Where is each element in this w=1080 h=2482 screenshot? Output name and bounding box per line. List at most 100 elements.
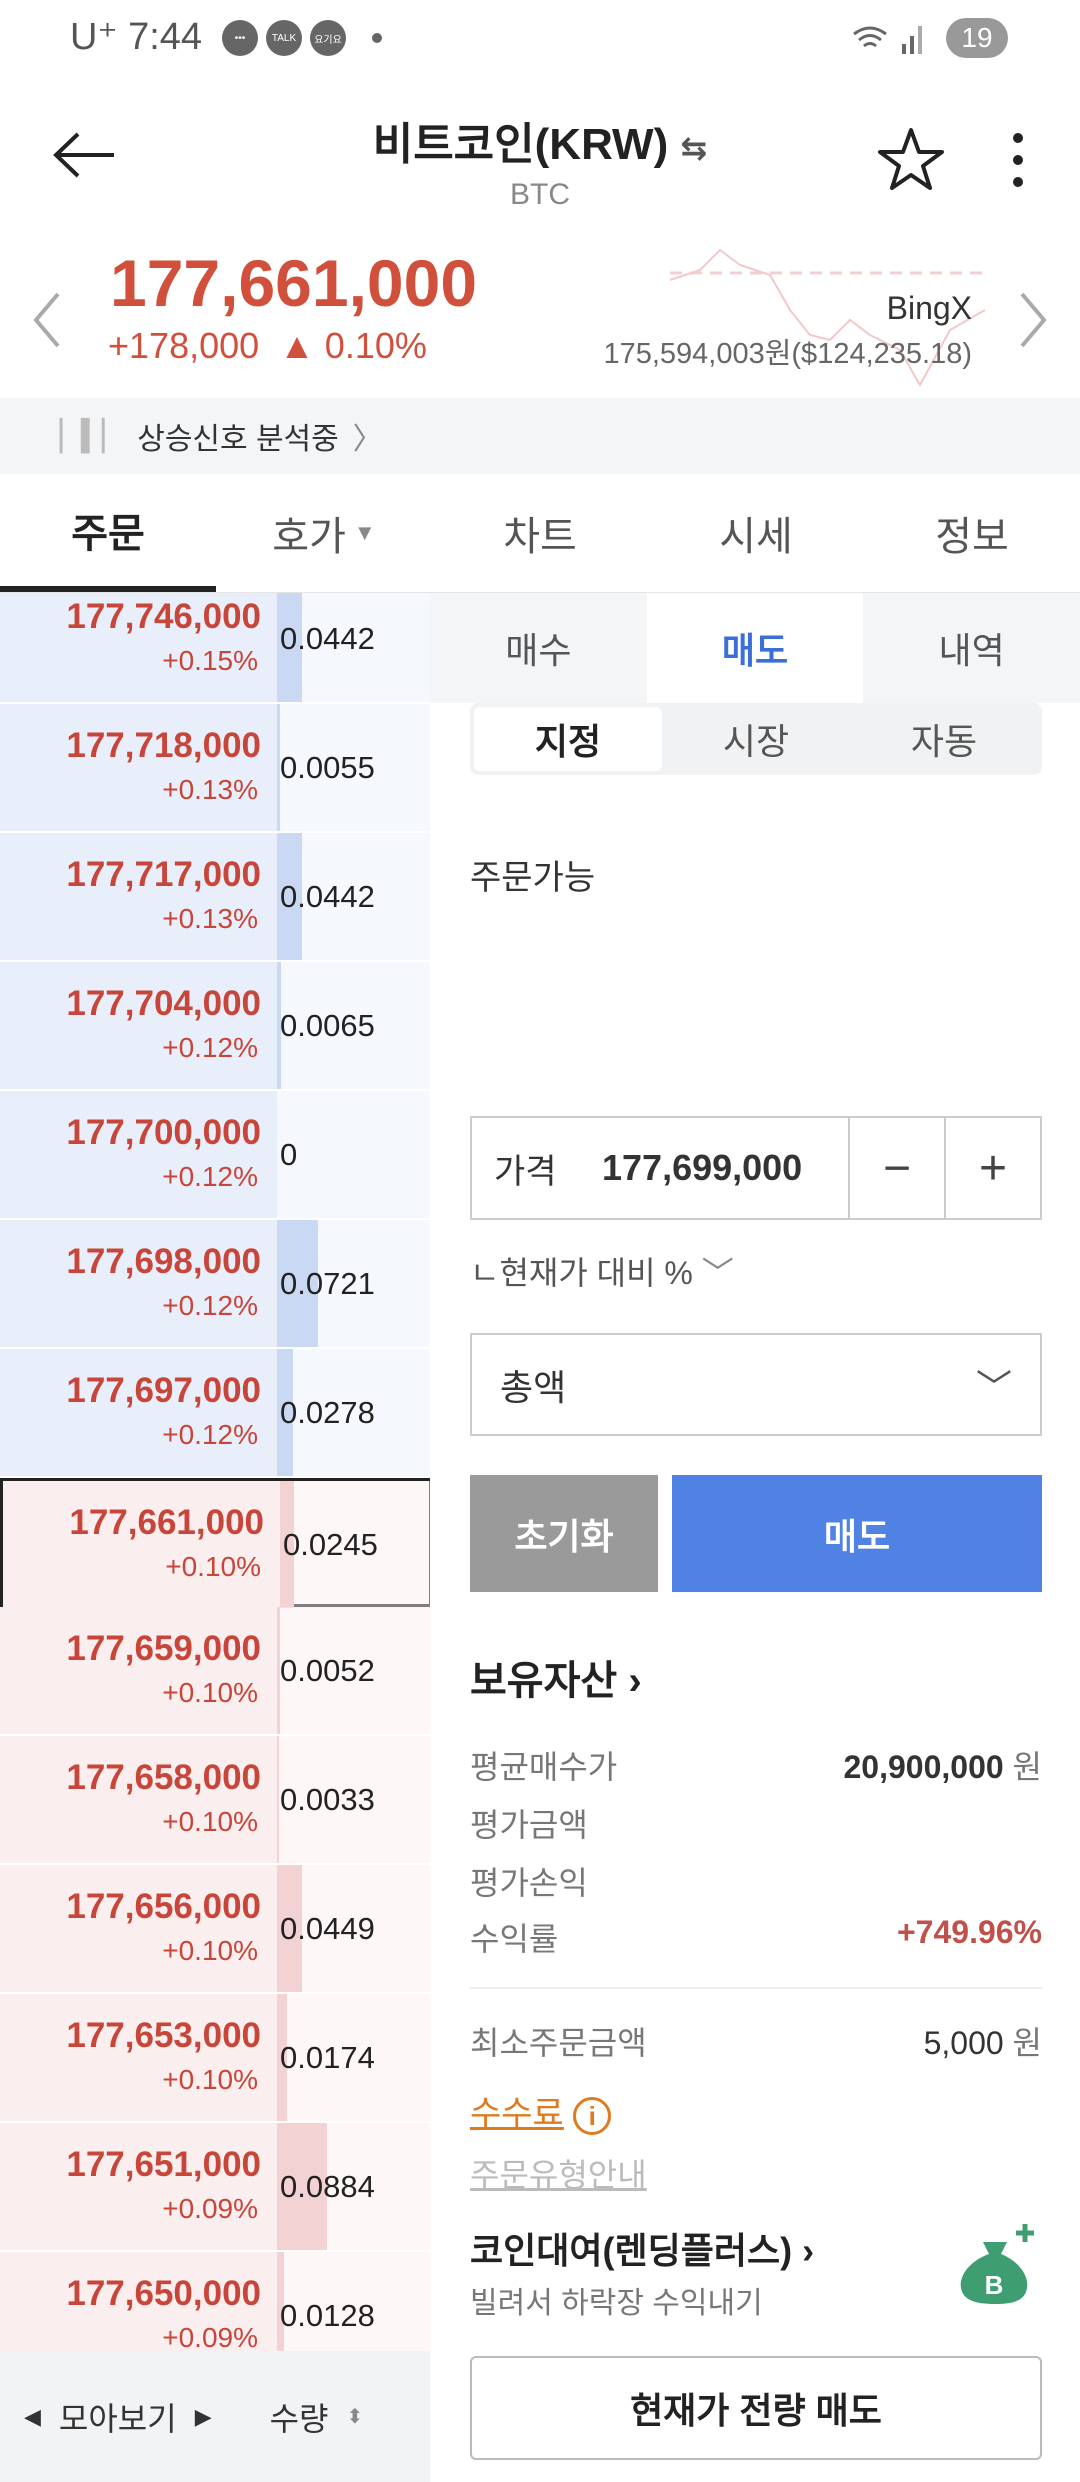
- chevron-right-icon: ›: [802, 2230, 815, 2271]
- holdings-link[interactable]: 보유자산 ›: [470, 1659, 642, 1703]
- row-qty: 0.0442: [280, 879, 375, 914]
- lending-link[interactable]: 코인대여(렌딩플러스) ›: [470, 2230, 815, 2271]
- back-arrow-icon[interactable]: [50, 130, 120, 180]
- price-increase-button[interactable]: +: [944, 1118, 1040, 1218]
- qty-cell: [277, 1994, 430, 2121]
- battery-indicator: 19: [946, 18, 1008, 58]
- qty-bar: [277, 962, 281, 1089]
- orderbook-row[interactable]: 177,697,000 +0.12% 0.0278: [0, 1349, 430, 1478]
- group-view-label[interactable]: 모아보기: [58, 2400, 177, 2437]
- price-cell: [0, 962, 277, 1089]
- tab-orderbook[interactable]: 호가 ▼: [272, 515, 376, 559]
- order-type-guide-link[interactable]: 주문유형안내: [470, 2157, 647, 2193]
- orderbook-row[interactable]: 177,698,000 +0.12% 0.0721: [0, 1220, 430, 1349]
- row-qty: 0: [280, 1137, 298, 1172]
- qty-bar: [277, 2123, 327, 2250]
- qty-bar: [277, 1607, 280, 1734]
- price-cell: [0, 1736, 277, 1863]
- orderbook-row[interactable]: 177,718,000 +0.13% 0.0055: [0, 704, 430, 833]
- row-price: 177,658,000: [66, 1758, 261, 1797]
- qty-bar: [277, 1736, 279, 1863]
- order-type-market[interactable]: 시장: [722, 721, 790, 762]
- money-bag-bitcoin-icon: B: [960, 2224, 1034, 2304]
- tab-chart[interactable]: 차트: [503, 515, 577, 559]
- orderbook-row[interactable]: 177,656,000 +0.10% 0.0449: [0, 1865, 430, 1994]
- page-title[interactable]: 비트코인(KRW) ⇆: [372, 120, 708, 169]
- talk-icon: TALK: [266, 20, 302, 56]
- qty-cell: [277, 1607, 430, 1734]
- next-group-icon[interactable]: ▶: [194, 2403, 212, 2429]
- row-qty: 0.0033: [280, 1782, 375, 1817]
- return-rate-row: 수익률 +749.96%: [470, 1914, 1042, 1957]
- price-cell: [0, 704, 277, 831]
- sell-button[interactable]: 매도: [672, 1475, 1042, 1592]
- chevron-right-icon: 〉: [352, 423, 383, 456]
- orderbook-row[interactable]: 177,653,000 +0.10% 0.0174: [0, 1994, 430, 2123]
- chevron-down-icon: ﹀: [975, 1366, 1012, 1408]
- orderbook-row[interactable]: 177,650,000 +0.09% 0.0128: [0, 2252, 430, 2351]
- price-cell: [3, 1481, 280, 1608]
- qty-bar: [277, 1994, 287, 2121]
- price-cell: [0, 833, 277, 960]
- tab-history[interactable]: 내역: [938, 630, 1005, 671]
- price-value[interactable]: 177,699,000: [602, 1147, 803, 1188]
- tab-buy[interactable]: 매수: [505, 630, 572, 671]
- price-cell: [0, 1349, 277, 1476]
- svg-text:B: B: [985, 2270, 1004, 2300]
- qty-toggle[interactable]: 수량: [269, 2400, 329, 2437]
- orderbook-row[interactable]: 177,658,000 +0.10% 0.0033: [0, 1736, 430, 1865]
- row-qty: 0.0721: [280, 1266, 375, 1301]
- main-tabs: 주문 호가 ▼ 차트 시세 정보: [0, 474, 1080, 593]
- tab-quotes[interactable]: 시세: [719, 515, 793, 559]
- more-options-icon[interactable]: [1010, 130, 1026, 190]
- reset-button[interactable]: 초기화: [470, 1475, 658, 1592]
- orderbook-row[interactable]: 177,659,000 +0.10% 0.0052: [0, 1607, 430, 1736]
- sort-icon[interactable]: ⬍: [346, 2406, 364, 2428]
- swap-icon[interactable]: ⇆: [680, 130, 708, 166]
- sell-all-at-current-price-button[interactable]: 현재가 전량 매도: [470, 2356, 1042, 2460]
- order-type-limit[interactable]: 지정: [474, 707, 662, 771]
- order-type-selector: 지정 시장 자동: [470, 703, 1042, 775]
- signal-bars-icon: ▏▍▏: [60, 419, 125, 453]
- price-decrease-button[interactable]: −: [848, 1118, 944, 1218]
- row-pct: +0.10%: [162, 1677, 258, 1708]
- orderbook-row-current[interactable]: 177,661,000 +0.10% 0.0245: [0, 1478, 430, 1608]
- pct-of-current-toggle[interactable]: ㄴ현재가 대비 % ﹀: [470, 1255, 734, 1291]
- orderbook-row[interactable]: 177,704,000 +0.12% 0.0065: [0, 962, 430, 1091]
- exchange-price: 175,594,003원($124,235.18): [603, 338, 972, 370]
- tab-order[interactable]: 주문: [0, 474, 216, 592]
- order-type-auto[interactable]: 자동: [910, 721, 978, 762]
- price-input[interactable]: 가격 177,699,000 − +: [470, 1116, 1042, 1220]
- orderbook[interactable]: 177,746,000 +0.15% 0.0442 177,718,000 +0.13%…: [0, 593, 430, 2351]
- row-price: 177,700,000: [66, 1113, 261, 1152]
- row-qty: 0.0245: [283, 1527, 378, 1562]
- orderbook-row[interactable]: 177,651,000 +0.09% 0.0884: [0, 2123, 430, 2252]
- chevron-right-icon: ›: [628, 1659, 642, 1703]
- chat-bubble-icon: •••: [222, 20, 258, 56]
- row-price: 177,650,000: [66, 2274, 261, 2313]
- next-chevron-icon[interactable]: [1016, 290, 1050, 350]
- wifi-signal-icon: [853, 26, 922, 54]
- tab-info[interactable]: 정보: [935, 515, 1009, 559]
- prev-group-icon[interactable]: ◀: [24, 2403, 41, 2429]
- prev-chevron-icon[interactable]: [30, 290, 64, 350]
- fee-link[interactable]: 수수료 i: [470, 2086, 612, 2135]
- dot-icon: [372, 33, 382, 43]
- orderbook-row[interactable]: 177,717,000 +0.13% 0.0442: [0, 833, 430, 962]
- signal-banner[interactable]: ▏▍▏ 상승신호 분석중 〉: [0, 398, 1080, 474]
- orderbook-row[interactable]: 177,700,000 +0.12% 0: [0, 1091, 430, 1220]
- orderbook-row[interactable]: 177,746,000 +0.15% 0.0442: [0, 593, 430, 704]
- tab-sell[interactable]: 매도: [646, 593, 864, 703]
- star-icon[interactable]: [876, 126, 946, 192]
- qty-cell: [277, 1349, 430, 1476]
- price-cell: [0, 2123, 277, 2250]
- row-pct: +0.13%: [162, 774, 258, 805]
- mini-price-chart: [669, 248, 986, 388]
- row-qty: 0.0278: [280, 1395, 375, 1430]
- price-cell: [0, 593, 277, 702]
- info-icon[interactable]: i: [573, 2097, 612, 2135]
- exchange-name: BingX: [886, 290, 972, 326]
- total-select[interactable]: 총액 ﹀: [470, 1333, 1042, 1436]
- row-pct: +0.10%: [162, 2064, 258, 2095]
- qty-cell: [277, 962, 430, 1089]
